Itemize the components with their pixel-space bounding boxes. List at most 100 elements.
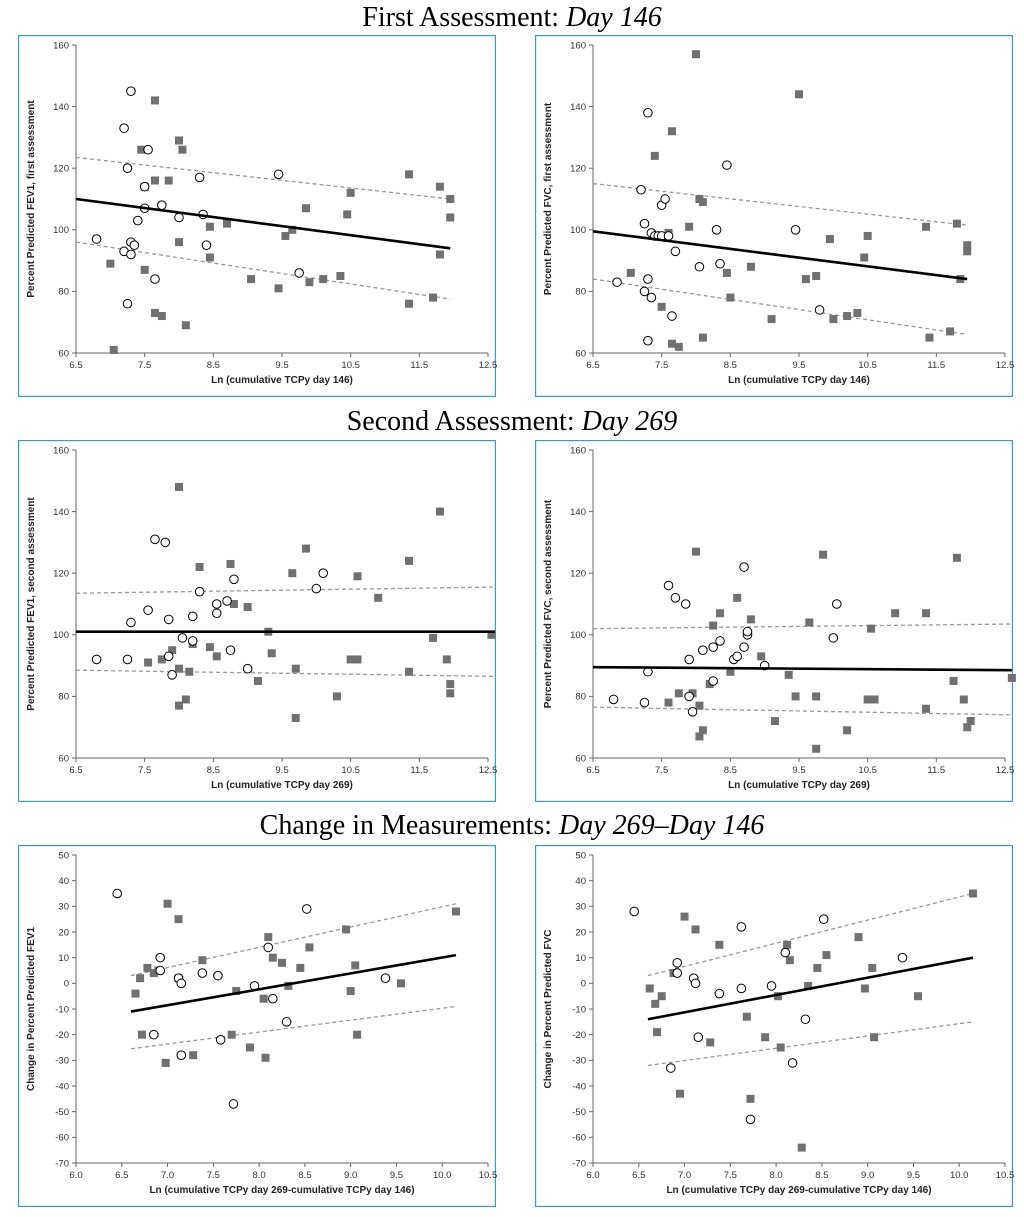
y-tick-label: 120 <box>570 164 586 175</box>
data-point-square <box>164 176 173 185</box>
data-point-square <box>446 195 455 203</box>
data-point-square <box>801 275 810 284</box>
data-point-square <box>302 544 311 553</box>
data-point-circle <box>163 614 174 625</box>
data-point-circle <box>766 981 777 991</box>
x-tick-label: 10.5 <box>858 360 877 371</box>
y-tick-label: 140 <box>53 507 69 518</box>
y-tick-label: 80 <box>575 287 586 298</box>
data-point-circle <box>646 292 657 303</box>
data-point-square <box>136 974 145 983</box>
x-axis-label: Ln (cumulative TCPy day 269) <box>728 780 870 791</box>
y-tick-label: 140 <box>53 102 69 113</box>
y-tick-label: 100 <box>53 630 69 641</box>
data-point-circle <box>666 1063 676 1073</box>
regression-line <box>647 956 974 1021</box>
data-point-square <box>795 90 803 99</box>
data-point-square <box>692 50 700 59</box>
data-point-square <box>966 717 975 726</box>
y-tick-label: 140 <box>570 507 586 518</box>
data-point-square <box>761 1033 770 1042</box>
data-point-square <box>261 1053 270 1062</box>
y-axis-label: Percent Predicted FEV1, second assessmen… <box>26 497 37 711</box>
data-point-square <box>784 670 793 679</box>
x-axis-label: Ln (cumulative TCPy day 269-cumulative T… <box>149 1185 414 1196</box>
x-tick-label: 9.5 <box>275 360 288 371</box>
y-tick-label: 160 <box>570 445 586 456</box>
x-tick-label: 6.0 <box>69 1170 82 1181</box>
y-tick-label: 40 <box>575 876 586 887</box>
data-point-square <box>205 222 214 231</box>
x-tick-label: 6.5 <box>632 1170 645 1181</box>
data-point-circle <box>670 593 681 603</box>
data-point-square <box>853 308 862 317</box>
data-point-square <box>868 963 877 972</box>
data-point-square <box>716 609 725 618</box>
data-point-square <box>653 1028 662 1037</box>
data-point-circle <box>687 707 698 717</box>
y-tick-label: 50 <box>58 850 69 861</box>
x-tick-label: 6.0 <box>586 1170 599 1181</box>
ci-lower-line <box>75 241 451 300</box>
chart-frame <box>535 35 1013 397</box>
data-point-square <box>137 1030 146 1039</box>
data-point-circle <box>163 651 174 662</box>
data-point-square <box>819 550 828 559</box>
data-point-square <box>922 609 931 618</box>
data-point-square <box>175 482 183 491</box>
data-point-circle <box>150 534 160 545</box>
data-point-square <box>140 265 149 274</box>
data-point-square <box>812 744 821 753</box>
x-tick-label: 9.0 <box>344 1170 357 1181</box>
data-point-square <box>968 889 977 898</box>
data-point-circle <box>167 670 177 680</box>
data-point-circle <box>187 611 198 622</box>
x-tick-label: 12.5 <box>479 360 498 371</box>
data-point-square <box>870 1033 879 1042</box>
data-point-square <box>667 127 676 136</box>
y-tick-label: 140 <box>570 102 586 113</box>
chart-fvc-change: -70 -60 -50 -40 -30 -20 -10 0 10 20 30 40 50 6.0 6.5 7.… <box>535 845 1014 1207</box>
data-point-square <box>726 667 735 676</box>
data-point-circle <box>643 274 653 284</box>
data-point-circle <box>684 654 694 665</box>
data-point-square <box>829 315 838 324</box>
data-point-square <box>226 559 235 568</box>
data-point-square <box>952 219 961 228</box>
data-point-circle <box>684 691 694 702</box>
data-point-square <box>150 176 159 185</box>
data-point-square <box>626 268 635 277</box>
x-tick-label: 8.5 <box>724 360 737 371</box>
data-point-circle <box>663 231 674 241</box>
data-point-square <box>302 204 311 213</box>
data-point-square <box>232 987 241 996</box>
data-point-square <box>843 726 852 735</box>
data-point-circle <box>122 298 133 309</box>
data-point-square <box>109 345 118 354</box>
data-point-circle <box>215 1035 226 1045</box>
data-point-square <box>174 915 183 924</box>
data-point-square <box>157 655 166 664</box>
data-point-square <box>195 563 204 572</box>
y-tick-label: 40 <box>58 876 69 887</box>
data-point-square <box>695 701 704 710</box>
x-tick-label: 6.5 <box>115 1170 128 1181</box>
x-tick-label: 11.5 <box>927 360 945 371</box>
y-tick-label: -10 <box>55 1004 69 1015</box>
section-title-second: Second Assessment: Day 269 <box>0 406 1024 438</box>
data-point-square <box>175 701 183 710</box>
y-axis-label: Change in Percent Predicted FEV1 <box>26 927 37 1091</box>
data-point-square <box>243 603 252 612</box>
data-point-square <box>698 726 707 735</box>
data-point-square <box>805 618 814 627</box>
data-point-square <box>804 981 813 990</box>
data-point-circle <box>157 200 167 210</box>
data-point-square <box>813 963 822 972</box>
data-point-square <box>284 981 293 990</box>
data-point-circle <box>612 277 622 287</box>
x-tick-label: 9.5 <box>275 765 288 776</box>
x-tick-label: 8.5 <box>815 1170 828 1181</box>
data-point-square <box>175 238 183 247</box>
chart-fev1-second: 60 80 100 120 140 160 6.5 7.5 8.5 9.5 10.5 11.5 12.5… <box>18 440 497 802</box>
data-point-square <box>657 302 666 311</box>
